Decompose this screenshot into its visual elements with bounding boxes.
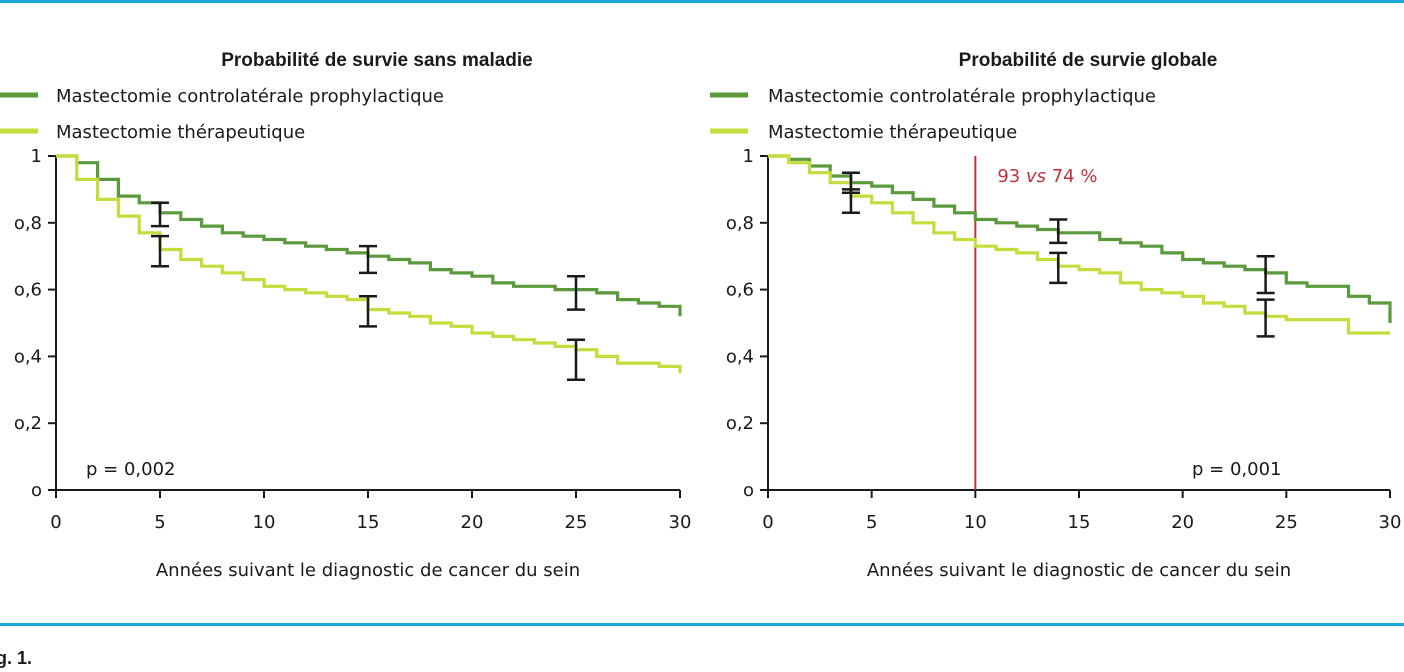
y-tick-label: o,8: [14, 213, 42, 234]
annotation-value-b: 74 %: [1046, 166, 1097, 187]
annotation-vs: vs: [1026, 166, 1046, 187]
bottom-divider: [0, 623, 1404, 626]
x-tick-label: 20: [461, 512, 484, 533]
annotation-value-a: 93: [997, 166, 1026, 187]
x-tick-label: 25: [565, 512, 588, 533]
x-tick-label: 25: [1275, 512, 1298, 533]
x-tick-label: 15: [357, 512, 380, 533]
chart-panel-2: Probabilité de survie globale Mastectomie…: [710, 50, 1401, 581]
y-tick-label: o,2: [14, 413, 42, 434]
figure-caption: g. 1.: [0, 648, 33, 668]
x-tick-label: 5: [154, 512, 165, 533]
chart-title: Probabilité de survie globale: [959, 50, 1218, 71]
x-tick-label: 10: [253, 512, 276, 533]
legend-label: Mastectomie thérapeutique: [768, 122, 1017, 143]
x-tick-label: 30: [1379, 512, 1402, 533]
y-tick-label: o,4: [14, 346, 42, 367]
x-tick-label: 0: [50, 512, 61, 533]
reference-annotation: 93 vs 74 %: [997, 166, 1097, 187]
legend-label: Mastectomie controlatérale prophylactiqu…: [768, 86, 1156, 107]
x-tick-label: 15: [1068, 512, 1091, 533]
y-tick-label: o,2: [726, 413, 754, 434]
x-axis-label: Années suivant le diagnostic de cancer d…: [156, 560, 580, 581]
chart-panel-1: Probabilité de survie sans maladie Mastec…: [0, 50, 691, 581]
y-tick-label: o: [743, 480, 754, 501]
y-tick-label: o,6: [726, 280, 754, 301]
x-tick-label: 10: [964, 512, 987, 533]
top-divider: [0, 0, 1404, 3]
x-tick-label: 30: [669, 512, 692, 533]
p-value-label: p = 0,001: [1192, 459, 1281, 480]
series-line-1: [56, 154, 682, 317]
x-tick-label: 0: [762, 512, 773, 533]
legend-label: Mastectomie controlatérale prophylactiqu…: [56, 86, 444, 107]
y-tick-label: 1: [743, 146, 754, 167]
y-tick-label: o,6: [14, 280, 42, 301]
y-tick-label: o,8: [726, 213, 754, 234]
y-tick-label: o,4: [726, 346, 754, 367]
p-value-label: p = 0,002: [86, 459, 175, 480]
y-tick-label: o: [31, 480, 42, 501]
chart-title: Probabilité de survie sans maladie: [221, 50, 533, 71]
legend-label: Mastectomie thérapeutique: [56, 122, 305, 143]
series-line-1: [768, 154, 1392, 323]
y-tick-label: 1: [31, 146, 42, 167]
x-axis-label: Années suivant le diagnostic de cancer d…: [867, 560, 1291, 581]
x-tick-label: 5: [866, 512, 877, 533]
x-tick-label: 20: [1171, 512, 1194, 533]
